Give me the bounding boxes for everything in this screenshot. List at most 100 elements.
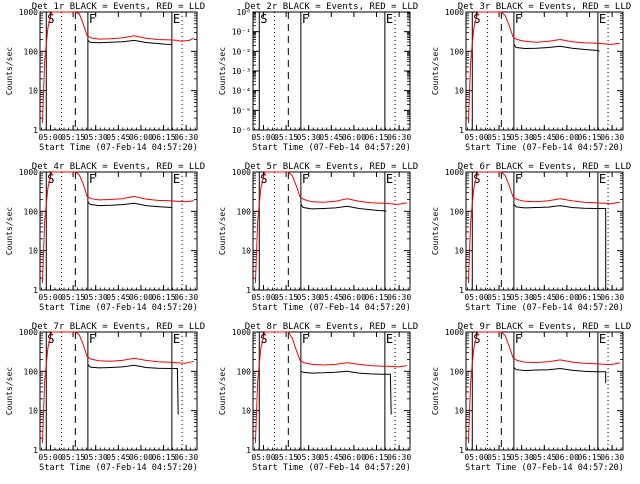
- plot-panel-2: Det 2r BLACK = Events, RED = LLD 10⁻⁶ 10⁻⁵…: [218, 2, 418, 153]
- x-tick-label: 06:30: [387, 133, 411, 142]
- marker-label-s: S: [473, 332, 480, 346]
- plot-frame: [465, 11, 624, 131]
- y-tick-label: 1000: [232, 168, 251, 177]
- y-tick-label: 1000: [445, 8, 464, 17]
- x-tick-label: 05:15: [487, 453, 511, 462]
- x-tick-label: 05:45: [319, 453, 343, 462]
- y-tick-label: 1000: [19, 328, 38, 337]
- x-tick-label: 06:30: [174, 453, 198, 462]
- marker-label-e: E: [599, 172, 606, 186]
- x-tick-label: 05:15: [487, 293, 511, 302]
- y-tick-label: 1: [33, 446, 38, 455]
- lld-series-line: [467, 171, 620, 284]
- x-tick-label: 05:45: [106, 453, 130, 462]
- x-tick-label: 06:15: [577, 133, 601, 142]
- x-tick-label: 05:00: [38, 293, 62, 302]
- marker-label-s: S: [260, 12, 267, 26]
- x-tick-label: 06:00: [342, 293, 366, 302]
- y-tick-label: 10⁻⁶: [232, 126, 251, 135]
- marker-label-e: E: [599, 332, 606, 346]
- x-tick-label: 06:30: [174, 293, 198, 302]
- x-tick-label: 06:00: [129, 133, 153, 142]
- x-tick-label: 06:15: [577, 293, 601, 302]
- plot-panel-9: Det 9r BLACK = Events, RED = LLD 1 10 100 10…: [431, 322, 631, 473]
- y-tick-label: 10: [241, 247, 251, 256]
- x-tick-label: 05:15: [274, 133, 298, 142]
- y-tick-label: 10: [28, 87, 38, 96]
- plot-title: Det 2r BLACK = Events, RED = LLD: [245, 2, 418, 12]
- plot-title: Det 1r BLACK = Events, RED = LLD: [32, 2, 205, 12]
- marker-label-f: F: [515, 332, 522, 346]
- x-tick-label: 05:30: [510, 133, 534, 142]
- x-axis-label: Start Time (07-Feb-14 04:57:20): [465, 303, 624, 313]
- y-tick-label: 100: [450, 47, 465, 56]
- y-tick-label: 10: [28, 407, 38, 416]
- x-tick-label: 05:00: [464, 453, 488, 462]
- plot-frame: [465, 171, 624, 291]
- events-series-line: [513, 204, 607, 290]
- plot-panel-6: Det 6r BLACK = Events, RED = LLD 1 10 100 10…: [431, 162, 631, 313]
- x-tick-label: 05:45: [532, 453, 556, 462]
- x-tick-label: 05:00: [251, 133, 275, 142]
- y-tick-label: 10⁻²: [232, 47, 251, 56]
- x-axis-label: Start Time (07-Feb-14 04:57:20): [252, 463, 411, 473]
- marker-label-e: E: [386, 332, 393, 346]
- x-tick-label: 06:30: [387, 453, 411, 462]
- x-tick-label: 05:45: [106, 133, 130, 142]
- x-axis-label: Start Time (07-Feb-14 04:57:20): [252, 143, 411, 153]
- x-tick-label: 05:00: [38, 133, 62, 142]
- lld-series-line: [41, 171, 194, 284]
- x-tick-label: 06:00: [129, 293, 153, 302]
- plot-panel-7: Det 7r BLACK = Events, RED = LLD 1 10 100 10…: [5, 322, 205, 473]
- plot-panel-5: Det 5r BLACK = Events, RED = LLD 1 10 100 10…: [218, 162, 418, 313]
- marker-label-f: F: [302, 172, 309, 186]
- plot-title: Det 8r BLACK = Events, RED = LLD: [245, 322, 418, 332]
- y-tick-label: 1: [246, 446, 251, 455]
- plot-panel-4: Det 4r BLACK = Events, RED = LLD 1 10 100 10…: [5, 162, 205, 313]
- marker-label-s: S: [260, 332, 267, 346]
- x-tick-label: 06:15: [151, 293, 175, 302]
- y-tick-label: 1: [33, 286, 38, 295]
- x-tick-label: 05:00: [464, 133, 488, 142]
- y-tick-label: 10⁻⁴: [232, 87, 251, 96]
- marker-label-s: S: [47, 12, 54, 26]
- x-tick-label: 05:30: [84, 133, 108, 142]
- plot-panel-1: Det 1r BLACK = Events, RED = LLD 1 10 100 10…: [5, 2, 205, 153]
- events-series-line: [87, 201, 172, 208]
- x-tick-label: 06:00: [129, 453, 153, 462]
- marker-label-f: F: [89, 172, 96, 186]
- y-axis-label: Counts/sec: [431, 207, 440, 255]
- x-tick-label: 05:30: [297, 453, 321, 462]
- y-tick-label: 100: [450, 207, 465, 216]
- y-tick-label: 1000: [232, 328, 251, 337]
- x-tick-label: 05:45: [106, 293, 130, 302]
- y-tick-label: 10: [241, 407, 251, 416]
- events-series-line: [87, 364, 179, 415]
- x-tick-label: 06:30: [174, 133, 198, 142]
- y-tick-label: 1000: [19, 168, 38, 177]
- x-tick-label: 05:30: [510, 293, 534, 302]
- x-tick-label: 06:15: [364, 293, 388, 302]
- y-axis-label: Counts/sec: [218, 207, 227, 255]
- x-tick-label: 06:30: [387, 293, 411, 302]
- y-tick-label: 10: [454, 407, 464, 416]
- y-axis-label: Counts/sec: [5, 207, 14, 255]
- marker-label-s: S: [47, 172, 54, 186]
- x-tick-label: 05:45: [319, 293, 343, 302]
- marker-label-s: S: [473, 172, 480, 186]
- x-tick-label: 06:00: [342, 133, 366, 142]
- x-axis-label: Start Time (07-Feb-14 04:57:20): [252, 303, 411, 313]
- plot-panel-8: Det 8r BLACK = Events, RED = LLD 1 10 100 10…: [218, 322, 418, 473]
- x-tick-label: 05:00: [251, 453, 275, 462]
- x-tick-label: 06:15: [151, 133, 175, 142]
- plot-frame: [465, 331, 624, 451]
- x-tick-label: 05:15: [61, 293, 85, 302]
- plot-frame: [252, 11, 411, 131]
- events-series-line: [300, 204, 387, 212]
- y-tick-label: 1: [459, 446, 464, 455]
- y-tick-label: 10: [454, 87, 464, 96]
- plot-frame: [39, 11, 198, 131]
- plot-frame: [252, 331, 411, 451]
- lld-series-line: [41, 331, 195, 444]
